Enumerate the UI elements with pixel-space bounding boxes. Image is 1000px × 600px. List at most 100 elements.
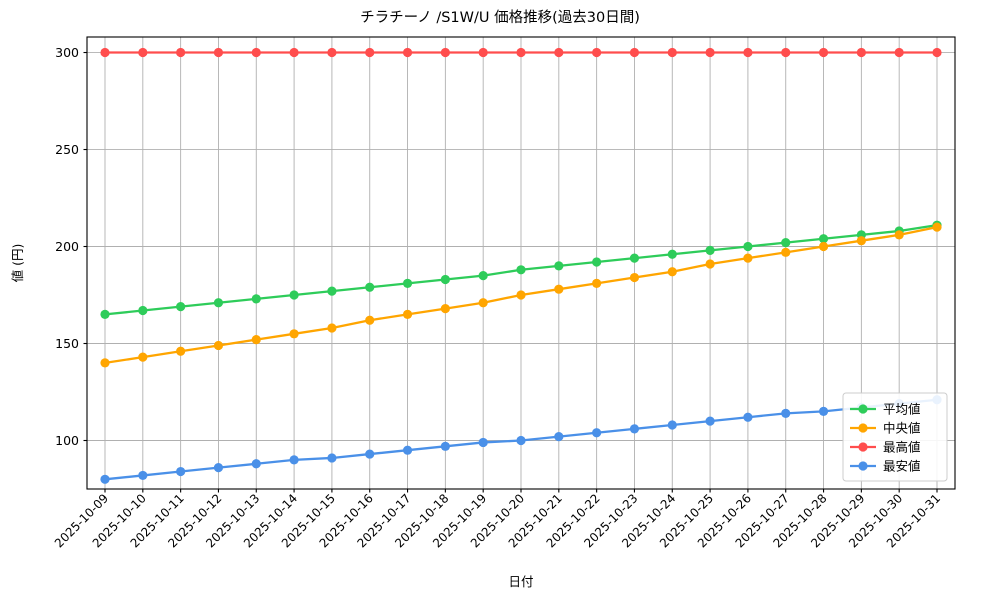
data-point <box>213 463 224 473</box>
data-point <box>592 428 602 438</box>
data-point <box>100 47 110 58</box>
legend-swatch-marker <box>858 461 868 471</box>
y-tick-label: 200 <box>55 239 79 254</box>
data-point <box>781 47 791 58</box>
data-point <box>251 47 261 58</box>
data-point <box>289 47 299 58</box>
y-tick-label: 150 <box>55 336 79 351</box>
data-point <box>478 47 488 58</box>
data-point <box>176 302 186 312</box>
data-point <box>289 290 299 300</box>
data-point <box>781 408 791 418</box>
y-tick-label: 100 <box>55 433 79 448</box>
data-point <box>100 358 110 368</box>
data-point <box>818 47 829 58</box>
data-point <box>251 294 261 304</box>
data-point <box>705 416 715 426</box>
data-point <box>629 272 640 283</box>
legend-item-平均値[interactable]: 平均値 <box>850 402 921 417</box>
data-point <box>705 245 715 255</box>
legend-label: 最安値 <box>883 459 921 474</box>
data-point <box>478 271 488 281</box>
data-point <box>327 453 337 463</box>
legend-label: 最高値 <box>883 440 921 455</box>
x-axis-label: 日付 <box>508 574 533 589</box>
y-axis-label: 値 (円) <box>10 244 25 283</box>
data-point <box>402 309 413 320</box>
y-tick-label: 300 <box>55 45 79 60</box>
data-point <box>856 236 866 246</box>
legend-label: 中央値 <box>883 421 921 436</box>
data-point <box>289 455 299 465</box>
legend-item-最高値[interactable]: 最高値 <box>850 440 921 455</box>
data-point <box>554 432 564 442</box>
data-point <box>629 47 640 58</box>
data-point <box>894 47 904 58</box>
data-point <box>932 47 942 58</box>
data-point <box>213 298 224 308</box>
data-point <box>327 47 337 58</box>
data-point <box>365 449 375 459</box>
data-point <box>176 346 186 356</box>
data-point <box>592 47 602 58</box>
data-point <box>251 335 261 345</box>
data-point <box>516 290 526 300</box>
data-point <box>478 437 488 448</box>
data-point <box>176 466 186 477</box>
data-point <box>327 286 337 296</box>
data-point <box>894 230 904 240</box>
data-point <box>289 329 299 339</box>
data-point <box>818 241 829 252</box>
y-axis-ticks: 100 150 200 250 300 <box>55 45 87 448</box>
legend-item-最安値[interactable]: 最安値 <box>850 459 921 474</box>
data-point <box>440 47 450 58</box>
chart-title: チラチーノ /S1W/U 価格推移(過去30日間) <box>360 9 640 26</box>
data-point <box>781 238 791 248</box>
data-point <box>138 305 148 316</box>
data-point <box>440 303 450 314</box>
data-point <box>743 47 753 58</box>
data-point <box>629 424 640 434</box>
data-point <box>138 352 148 362</box>
data-point <box>327 323 337 333</box>
legend-background <box>842 392 948 482</box>
series-最高値 <box>100 47 942 58</box>
legend-swatch-marker <box>858 404 868 414</box>
data-point <box>705 47 715 58</box>
data-point <box>667 267 677 277</box>
data-point <box>743 412 753 422</box>
legend-label: 平均値 <box>883 402 921 417</box>
legend-item-中央値[interactable]: 中央値 <box>850 421 921 436</box>
series-平均値 <box>100 220 942 320</box>
data-point <box>100 474 110 484</box>
data-point <box>592 278 602 288</box>
legend-swatch-marker <box>858 442 868 452</box>
data-point <box>667 47 677 58</box>
data-point <box>667 249 677 259</box>
data-point <box>440 441 450 451</box>
data-point <box>176 47 186 58</box>
data-point <box>213 47 224 58</box>
data-point <box>818 406 829 416</box>
data-point <box>440 274 450 285</box>
data-point <box>554 284 564 294</box>
data-point <box>667 420 677 430</box>
data-point <box>554 261 564 271</box>
data-point <box>402 445 413 455</box>
data-point <box>554 47 564 58</box>
data-point <box>100 309 110 320</box>
data-point <box>402 278 413 288</box>
data-point <box>856 47 866 58</box>
legend-swatch-marker <box>858 423 868 433</box>
data-point <box>516 435 526 446</box>
data-point <box>402 47 413 58</box>
data-point <box>629 253 640 263</box>
series-中央値 <box>100 222 942 368</box>
data-point <box>516 47 526 58</box>
data-point <box>138 470 148 481</box>
data-point <box>213 340 224 351</box>
data-point <box>705 259 715 269</box>
data-point <box>138 47 148 58</box>
